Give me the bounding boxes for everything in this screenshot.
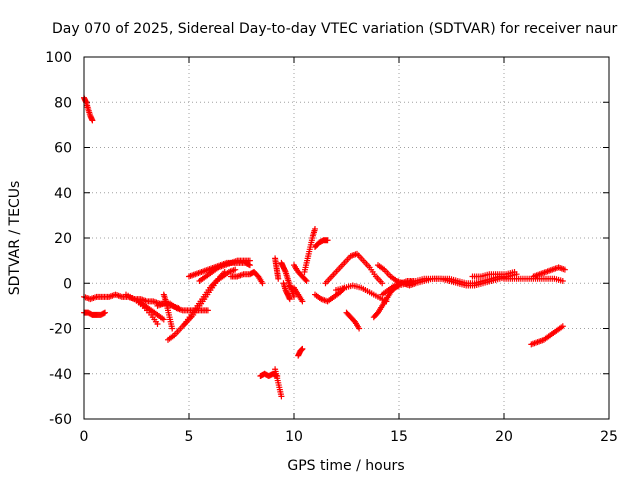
data-point (160, 316, 167, 323)
series-track-u (301, 225, 318, 275)
plot-frame (83, 56, 610, 420)
data-point (204, 307, 211, 314)
y-tick-label: 100 (45, 50, 72, 66)
data-point (278, 393, 285, 400)
grid-lines (84, 57, 609, 419)
data-point (154, 320, 161, 327)
data-point (286, 296, 293, 303)
x-tick-label: 15 (390, 429, 408, 445)
series-track-x (322, 250, 386, 287)
y-tick-label: 80 (54, 95, 72, 111)
data-point (561, 266, 568, 273)
x-tick-label: 5 (185, 429, 194, 445)
y-tick-label: -40 (49, 367, 72, 383)
data-point (302, 276, 309, 283)
y-tick-label: 40 (54, 186, 72, 202)
series-track-o (272, 255, 282, 282)
y-tick-label: 0 (63, 276, 72, 292)
series-track-r (291, 284, 306, 305)
data-point (89, 117, 96, 124)
x-tick-label: 10 (285, 429, 303, 445)
series-track-ag (528, 323, 566, 348)
data-point (559, 277, 566, 284)
x-tick-label: 20 (495, 429, 513, 445)
y-tick-label: 20 (54, 231, 72, 247)
data-point (299, 345, 306, 352)
data-points (81, 94, 568, 400)
data-point (299, 298, 306, 305)
series-track-e (135, 298, 167, 323)
y-axis-title: SDTVAR / TECUs (7, 181, 23, 296)
x-tick-labels: 0 5 10 15 20 25 (80, 429, 618, 445)
data-point (259, 280, 266, 287)
data-point (169, 325, 176, 332)
y-tick-label: 60 (54, 141, 72, 157)
y-tick-label: -60 (49, 412, 72, 428)
series-track-v (312, 237, 331, 251)
series-track-y (343, 309, 363, 332)
data-point (324, 237, 331, 244)
data-point (312, 225, 318, 232)
data-point (232, 266, 239, 273)
y-tick-labels: -60 -40 -20 0 20 40 60 80 100 (45, 50, 72, 428)
series-track-n (272, 366, 285, 400)
series-track-t (295, 345, 306, 359)
series-track-q (280, 280, 293, 303)
data-point (511, 268, 518, 275)
x-axis-title: GPS time / hours (287, 458, 404, 474)
series-track-ae (501, 275, 566, 284)
y-tick-label: -20 (49, 322, 72, 338)
series-track-i (181, 266, 239, 327)
series-track-p (278, 259, 297, 300)
x-tick-label: 25 (600, 429, 618, 445)
data-point (246, 257, 253, 264)
series-track-s (291, 262, 310, 284)
data-point (275, 275, 282, 282)
series-track-ac (379, 277, 417, 298)
x-tick-label: 0 (80, 429, 89, 445)
data-point (102, 309, 108, 316)
series-track-l (228, 268, 266, 287)
data-point (379, 280, 386, 287)
data-point (356, 325, 363, 332)
data-point (291, 293, 297, 300)
data-point (410, 277, 417, 284)
series-track-af (530, 264, 568, 280)
data-point (303, 277, 310, 284)
series-track-g (160, 291, 176, 332)
series-track-a (81, 94, 96, 124)
data-point (559, 323, 566, 330)
series-track-k (196, 257, 253, 284)
chart-title: Day 070 of 2025, Sidereal Day-to-day VTE… (52, 21, 618, 37)
